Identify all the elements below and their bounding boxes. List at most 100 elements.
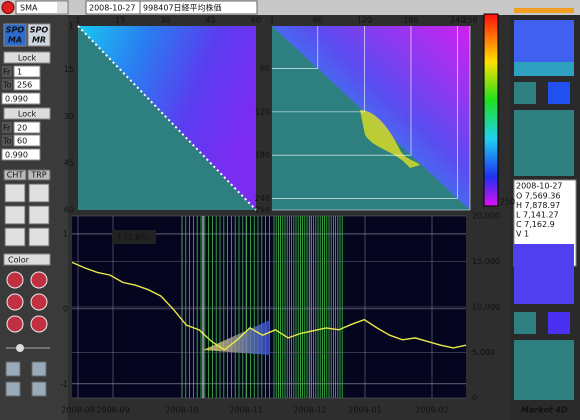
tool-button[interactable] — [4, 227, 26, 247]
y-tick-label: 10,000 — [472, 303, 500, 312]
quote-line: C 7,162.9 — [516, 220, 555, 229]
hm-large-ytick: 256 — [255, 206, 270, 215]
swatch — [514, 244, 574, 304]
number-input[interactable] — [13, 65, 41, 78]
tool-button[interactable] — [4, 183, 26, 203]
tool-button[interactable] — [28, 205, 50, 225]
dial-button[interactable] — [30, 271, 48, 289]
field-tag-label: To — [2, 137, 12, 146]
swatch — [548, 312, 570, 334]
heatmap-hotspot — [360, 110, 420, 168]
tool-button[interactable] — [28, 183, 50, 203]
lock-label: Lock — [18, 54, 37, 63]
hm-large-xtick: 240 — [450, 16, 465, 25]
hm-large-ytick: 240 — [255, 194, 270, 203]
hm-large-xtick: 1 — [269, 16, 274, 25]
x-tick-label: 2008-11 — [229, 406, 262, 415]
x-tick-label: 2009-02 — [415, 406, 448, 415]
number-input[interactable] — [13, 121, 41, 134]
quote-date: 2008-10-27 — [516, 182, 563, 191]
quote-line: O 7,569.36 — [516, 192, 560, 201]
icon-button[interactable] — [31, 381, 47, 397]
indicator-select[interactable] — [15, 0, 69, 15]
mode-button[interactable] — [3, 23, 27, 47]
hm-small-xtick: 45 — [206, 16, 216, 25]
color-select-label: Color — [8, 256, 30, 265]
icon-button[interactable] — [5, 381, 21, 397]
number-value: 20 — [17, 124, 27, 133]
heatmap-small-surface — [78, 26, 256, 210]
tab[interactable] — [27, 169, 51, 181]
y-tick-label: 15,000 — [472, 257, 500, 266]
swatch — [514, 82, 536, 104]
field-tag-label: Fr — [3, 68, 11, 77]
lock-button[interactable] — [3, 51, 51, 64]
y-tick-label: 0 — [472, 394, 477, 403]
number-input[interactable] — [13, 134, 41, 147]
mode-top: SPO — [6, 26, 25, 35]
icon-button[interactable] — [5, 361, 21, 377]
y2-tick-label: -1 — [60, 379, 68, 388]
hm-small-xtick: 1 — [75, 16, 80, 25]
swatch — [514, 340, 574, 400]
field-tag — [2, 66, 12, 77]
date-label: 2008-10-27 — [89, 4, 136, 13]
right-panel-tab[interactable] — [514, 8, 574, 13]
price-line — [71, 261, 467, 351]
hm-large-ytick: 180 — [255, 151, 270, 160]
symbol-box[interactable] — [139, 0, 258, 15]
y-tick-label: 20,000 — [472, 212, 500, 221]
mode-bottom: MA — [8, 36, 22, 45]
x-tick-label: 2009-01 — [348, 406, 381, 415]
quote-line: V 1 — [516, 230, 529, 239]
lock-label: Lock — [18, 110, 37, 119]
dial-button[interactable] — [6, 315, 24, 333]
hm-small-xtick: 30 — [160, 16, 170, 25]
field-tag — [2, 122, 12, 133]
swatch — [514, 20, 574, 62]
swatch — [548, 82, 570, 104]
mode-top: SPO — [30, 26, 49, 35]
hm-small-xtick: 15 — [115, 16, 125, 25]
field-tag-label: To — [2, 81, 12, 90]
dial-button[interactable] — [30, 293, 48, 311]
y2-tick-label: 0 — [63, 304, 68, 313]
close-button[interactable] — [1, 1, 15, 14]
brand: Market 4D — [521, 406, 568, 415]
hm-large-xtick: 120 — [357, 16, 372, 25]
hm-small-ytick: 45 — [64, 159, 74, 168]
number-value: 256 — [17, 81, 32, 90]
number-value: 60 — [17, 137, 27, 146]
mode-button[interactable] — [27, 23, 51, 47]
indicator-label: SMA — [20, 4, 38, 13]
hm-large-xtick: 60 — [313, 16, 323, 25]
tab-label: CHT — [7, 171, 24, 180]
mode-bottom: MR — [32, 36, 46, 45]
hm-small-ytick: 15 — [64, 65, 74, 74]
hm-large-ytick: 120 — [255, 107, 270, 116]
slider-thumb[interactable] — [16, 344, 24, 352]
decay-input[interactable] — [1, 148, 41, 161]
lock-button[interactable] — [3, 107, 51, 120]
tool-button[interactable] — [28, 227, 50, 247]
decay-value: 0.990 — [5, 95, 28, 104]
hm-large-ytick: 60 — [260, 64, 270, 73]
decay-value: 0.990 — [5, 151, 28, 160]
decay-input[interactable] — [1, 92, 41, 105]
x-tick-label: 2008-10 — [165, 406, 198, 415]
colorbar — [483, 13, 499, 207]
color-select[interactable] — [3, 253, 51, 266]
y-tick-label: 5,000 — [472, 348, 495, 357]
dial-button[interactable] — [6, 271, 24, 289]
swatch — [514, 110, 574, 176]
number-value: 1 — [17, 68, 22, 77]
number-input[interactable] — [13, 78, 41, 91]
hm-large-xtick: 256 — [462, 16, 477, 25]
tab[interactable] — [3, 169, 27, 181]
symbol-label: 998407日経平均株価 — [143, 3, 222, 13]
tool-button[interactable] — [4, 205, 26, 225]
dial-button[interactable] — [6, 293, 24, 311]
dial-button[interactable] — [30, 315, 48, 333]
icon-button[interactable] — [31, 361, 47, 377]
